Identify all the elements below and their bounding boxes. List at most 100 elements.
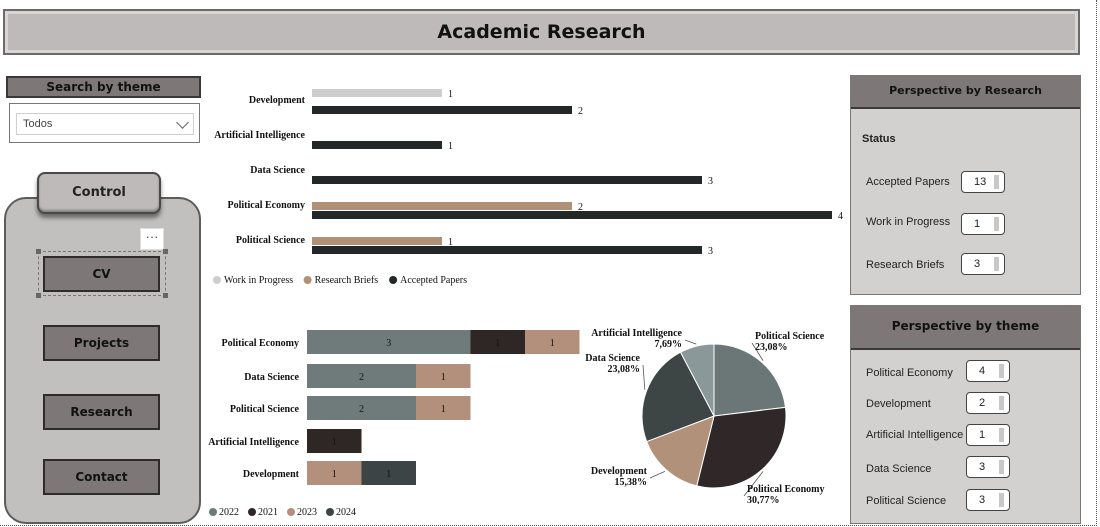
slice-label: Data Science: [585, 353, 640, 364]
status-row-label: Accepted Papers: [866, 176, 950, 188]
legend-marker: [326, 508, 334, 516]
leader-line: [684, 339, 697, 345]
leader-line: [751, 342, 764, 361]
bar: [312, 237, 442, 245]
status-row-value: 1: [961, 213, 1005, 235]
value-bar-icon: [994, 217, 999, 231]
slice-label: Artificial Intelligence: [591, 328, 682, 339]
resize-handle[interactable]: [36, 293, 41, 298]
bar: [312, 106, 572, 114]
theme-row-label: Political Economy: [866, 367, 953, 379]
data-label: 3: [386, 338, 391, 349]
value-bar-icon: [999, 396, 1004, 410]
status-panel-title: Perspective by Research: [851, 76, 1080, 109]
bar: [312, 246, 702, 254]
value-bar-icon: [994, 257, 999, 271]
legend-label: 2023: [297, 507, 317, 518]
data-label: 2: [578, 202, 583, 213]
status-row-value: 13: [961, 171, 1005, 193]
data-label: 1: [550, 338, 555, 349]
data-label: 1: [495, 338, 500, 349]
category-label: Data Science: [250, 165, 305, 176]
data-label: 1: [448, 89, 453, 100]
data-label: 1: [332, 469, 337, 480]
status-row-label: Research Briefs: [866, 259, 945, 271]
legend-marker: [287, 508, 295, 516]
category-label: Data Science: [244, 372, 299, 383]
stack-segment: [361, 461, 416, 485]
category-label: Political Science: [230, 404, 300, 415]
stack-segment: [307, 364, 416, 388]
pie-slice: [641, 351, 715, 443]
legend-marker: [248, 508, 256, 516]
data-label: 2: [359, 404, 364, 415]
page-title: Academic Research: [437, 21, 646, 43]
value-bar-icon: [999, 364, 1004, 378]
slice-percent: 7,69%: [655, 339, 683, 350]
stack-segment: [416, 364, 471, 388]
leader-line: [649, 471, 666, 479]
data-label: 1: [448, 237, 453, 248]
stack-segment: [525, 330, 580, 354]
legend-marker: [213, 276, 221, 284]
year-by-theme-chart: Political Economy 3 1 1 Data Science 2 1 Politi…: [208, 330, 580, 518]
category-label: Artificial Intelligence: [208, 437, 299, 448]
stack-segment: [416, 396, 471, 420]
stack-segment: [307, 429, 362, 453]
category-label: Artificial Intelligence: [214, 130, 305, 141]
status-row-value: 3: [961, 253, 1005, 275]
legend-label: Work in Progress: [224, 275, 293, 286]
theme-panel-title: Perspective by theme: [851, 306, 1080, 350]
category-label: Development: [243, 469, 300, 480]
legend-marker: [303, 276, 312, 284]
legend-label: 2022: [219, 507, 239, 518]
resize-handle[interactable]: [163, 293, 168, 298]
slice-label: Political Economy: [747, 484, 825, 495]
bar: [312, 141, 442, 149]
legend-marker: [209, 508, 217, 516]
theme-dropdown[interactable]: Todos: [16, 113, 194, 135]
theme-row-value: 3: [966, 489, 1010, 511]
control-button[interactable]: Control: [37, 172, 161, 214]
leader-line: [642, 364, 646, 390]
theme-row-label: Artificial Intelligence: [866, 429, 964, 441]
slice-percent: 30,77%: [747, 495, 780, 504]
value-bar-icon: [994, 175, 999, 189]
category-label: Political Economy: [228, 200, 306, 211]
theme-dropdown-value: Todos: [23, 118, 53, 130]
legend-label: 2024: [336, 507, 356, 518]
bar: [312, 89, 442, 97]
projects-button[interactable]: Projects: [43, 325, 160, 361]
stack-segment: [470, 330, 525, 354]
bar: [312, 202, 572, 210]
status-panel: Perspective by Research Status Accepted …: [850, 75, 1081, 295]
theme-row-value: 3: [966, 456, 1010, 478]
theme-row-value: 1: [966, 424, 1010, 446]
slice-percent: 23,08%: [608, 364, 641, 375]
category-label: Political Economy: [222, 338, 300, 349]
stack-segment: [307, 330, 471, 354]
data-label: 3: [708, 246, 713, 257]
research-button[interactable]: Research: [43, 394, 160, 430]
data-label: 1: [441, 404, 446, 415]
more-options-icon[interactable]: ···: [140, 228, 164, 250]
value-bar-icon: [999, 460, 1004, 474]
theme-row-value: 2: [966, 392, 1010, 414]
theme-row-label: Political Science: [866, 495, 947, 507]
resize-handle[interactable]: [163, 249, 168, 254]
bar: [312, 211, 832, 219]
theme-filter-slicer: Todos: [9, 103, 200, 143]
contact-button[interactable]: Contact: [43, 459, 160, 495]
data-label: 2: [359, 372, 364, 383]
pie-slice: [696, 406, 787, 489]
value-bar-icon: [999, 493, 1004, 507]
theme-row-label: Development: [866, 398, 931, 410]
chevron-down-icon[interactable]: [176, 116, 189, 129]
theme-panel: Perspective by theme Political Economy 4…: [850, 305, 1081, 524]
legend-label: Research Briefs: [315, 275, 379, 286]
theme-row-value: 4: [966, 360, 1010, 382]
cv-button[interactable]: CV: [43, 256, 160, 292]
resize-handle[interactable]: [36, 249, 41, 254]
status-row-label: Work in Progress: [866, 216, 951, 228]
data-label: 1: [386, 469, 391, 480]
